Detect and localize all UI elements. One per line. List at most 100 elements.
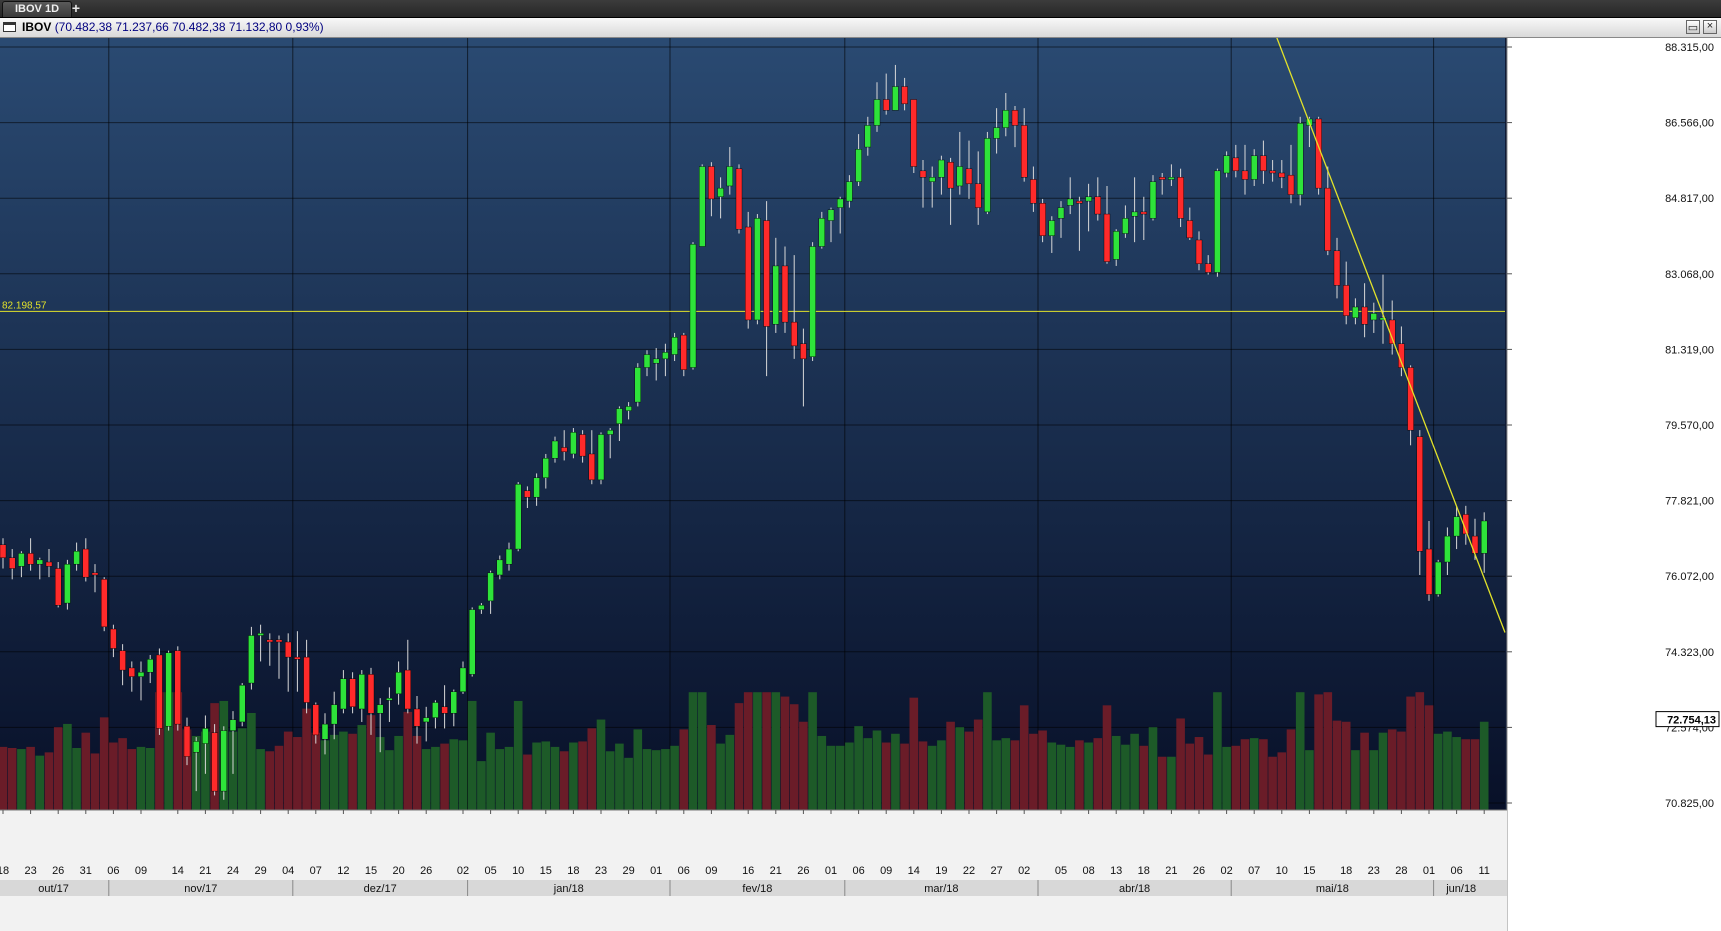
- volume-bar: [661, 749, 670, 810]
- volume-bar: [247, 712, 256, 810]
- candle: [1177, 168, 1184, 228]
- candle-body: [36, 559, 43, 565]
- candle-body: [487, 572, 494, 602]
- candle: [551, 436, 559, 463]
- candle-body: [1416, 436, 1424, 552]
- candle-body: [459, 667, 467, 692]
- candle-body: [18, 553, 25, 567]
- candle: [1324, 166, 1332, 256]
- close-icon[interactable]: ×: [1703, 20, 1717, 34]
- candle-body: [781, 265, 789, 323]
- candle-body: [1149, 181, 1157, 219]
- candle: [1287, 144, 1295, 204]
- volume-bar: [743, 692, 753, 810]
- candle-body: [892, 86, 899, 111]
- candle-body: [1333, 250, 1341, 286]
- month-label: fev/18: [742, 883, 772, 895]
- candle-body: [643, 354, 651, 368]
- candle: [73, 542, 80, 571]
- x-tick-label: 21: [770, 865, 782, 877]
- volume-bar: [421, 749, 431, 810]
- candle: [1425, 520, 1433, 601]
- candle-body: [321, 723, 329, 740]
- candle: [367, 667, 375, 735]
- x-tick-label: 26: [52, 865, 64, 877]
- candle: [919, 160, 927, 208]
- candle-body: [800, 343, 807, 360]
- volume-bar: [293, 737, 302, 810]
- volume-bar: [541, 741, 551, 810]
- candle-body: [404, 669, 411, 710]
- candle-body: [1066, 198, 1074, 206]
- candle: [1168, 164, 1175, 186]
- volume-bar: [99, 717, 109, 810]
- candle-body: [929, 177, 936, 182]
- candle: [137, 661, 145, 701]
- x-tick-label: 09: [135, 865, 147, 877]
- candle-body: [662, 352, 669, 360]
- volume-bar: [578, 741, 587, 810]
- candle: [1342, 261, 1350, 325]
- candle: [1066, 177, 1074, 215]
- candle: [873, 82, 881, 132]
- volume-bar: [109, 742, 118, 810]
- candle-body: [1287, 174, 1295, 195]
- volume-bar: [1084, 742, 1093, 810]
- add-tab-icon[interactable]: +: [71, 0, 81, 16]
- candle-body: [726, 166, 733, 187]
- volume-bar: [679, 729, 689, 810]
- volume-bar: [835, 745, 845, 810]
- candle-body: [229, 719, 237, 731]
- candle-body: [367, 674, 375, 714]
- candle: [1131, 177, 1138, 243]
- candle-body: [450, 691, 457, 714]
- candle: [441, 685, 448, 729]
- candle: [597, 432, 605, 485]
- volume-bar: [670, 745, 679, 810]
- x-tick-label: 18: [567, 865, 579, 877]
- volume-bar: [1249, 738, 1259, 810]
- y-tick-label: 74.323,00: [1665, 647, 1714, 659]
- volume-bar: [1314, 694, 1323, 810]
- x-tick-label: 21: [199, 865, 211, 877]
- candle: [929, 166, 936, 208]
- candle-body: [1434, 561, 1442, 595]
- candle-body: [100, 579, 108, 628]
- candle: [358, 670, 365, 722]
- candle-body: [478, 605, 485, 610]
- x-tick-label: 07: [1248, 865, 1260, 877]
- candle-body: [165, 652, 172, 727]
- volume-bar: [633, 729, 643, 810]
- candle: [110, 624, 117, 658]
- candle: [1048, 216, 1056, 253]
- candle-body: [625, 406, 632, 411]
- candle: [211, 724, 218, 796]
- candle: [570, 428, 577, 459]
- candle: [965, 140, 973, 199]
- month-label: abr/18: [1119, 883, 1150, 895]
- volume-bar: [458, 740, 468, 810]
- volume-bar: [44, 752, 54, 810]
- volume-bar: [762, 692, 771, 810]
- volume-bar: [431, 746, 440, 810]
- candle: [1103, 185, 1111, 264]
- candle-body: [791, 321, 798, 347]
- candle: [1370, 302, 1378, 333]
- volume-bar: [35, 755, 45, 810]
- volume-bar: [348, 733, 357, 810]
- x-tick-label: 19: [935, 865, 947, 877]
- candle-body: [1232, 157, 1240, 172]
- volume-bar: [1176, 718, 1185, 810]
- candle: [1195, 231, 1203, 271]
- x-tick-label: 10: [1276, 865, 1288, 877]
- candle-body: [423, 717, 430, 723]
- candle-body: [763, 220, 770, 327]
- candle-body: [1269, 170, 1276, 174]
- tab-ibov-1d[interactable]: IBOV 1D: [2, 1, 73, 17]
- maximize-icon[interactable]: ▭: [1686, 20, 1700, 34]
- candle: [183, 717, 191, 766]
- candle-body: [432, 702, 439, 718]
- candle: [1269, 160, 1276, 182]
- candle-body: [1444, 535, 1451, 563]
